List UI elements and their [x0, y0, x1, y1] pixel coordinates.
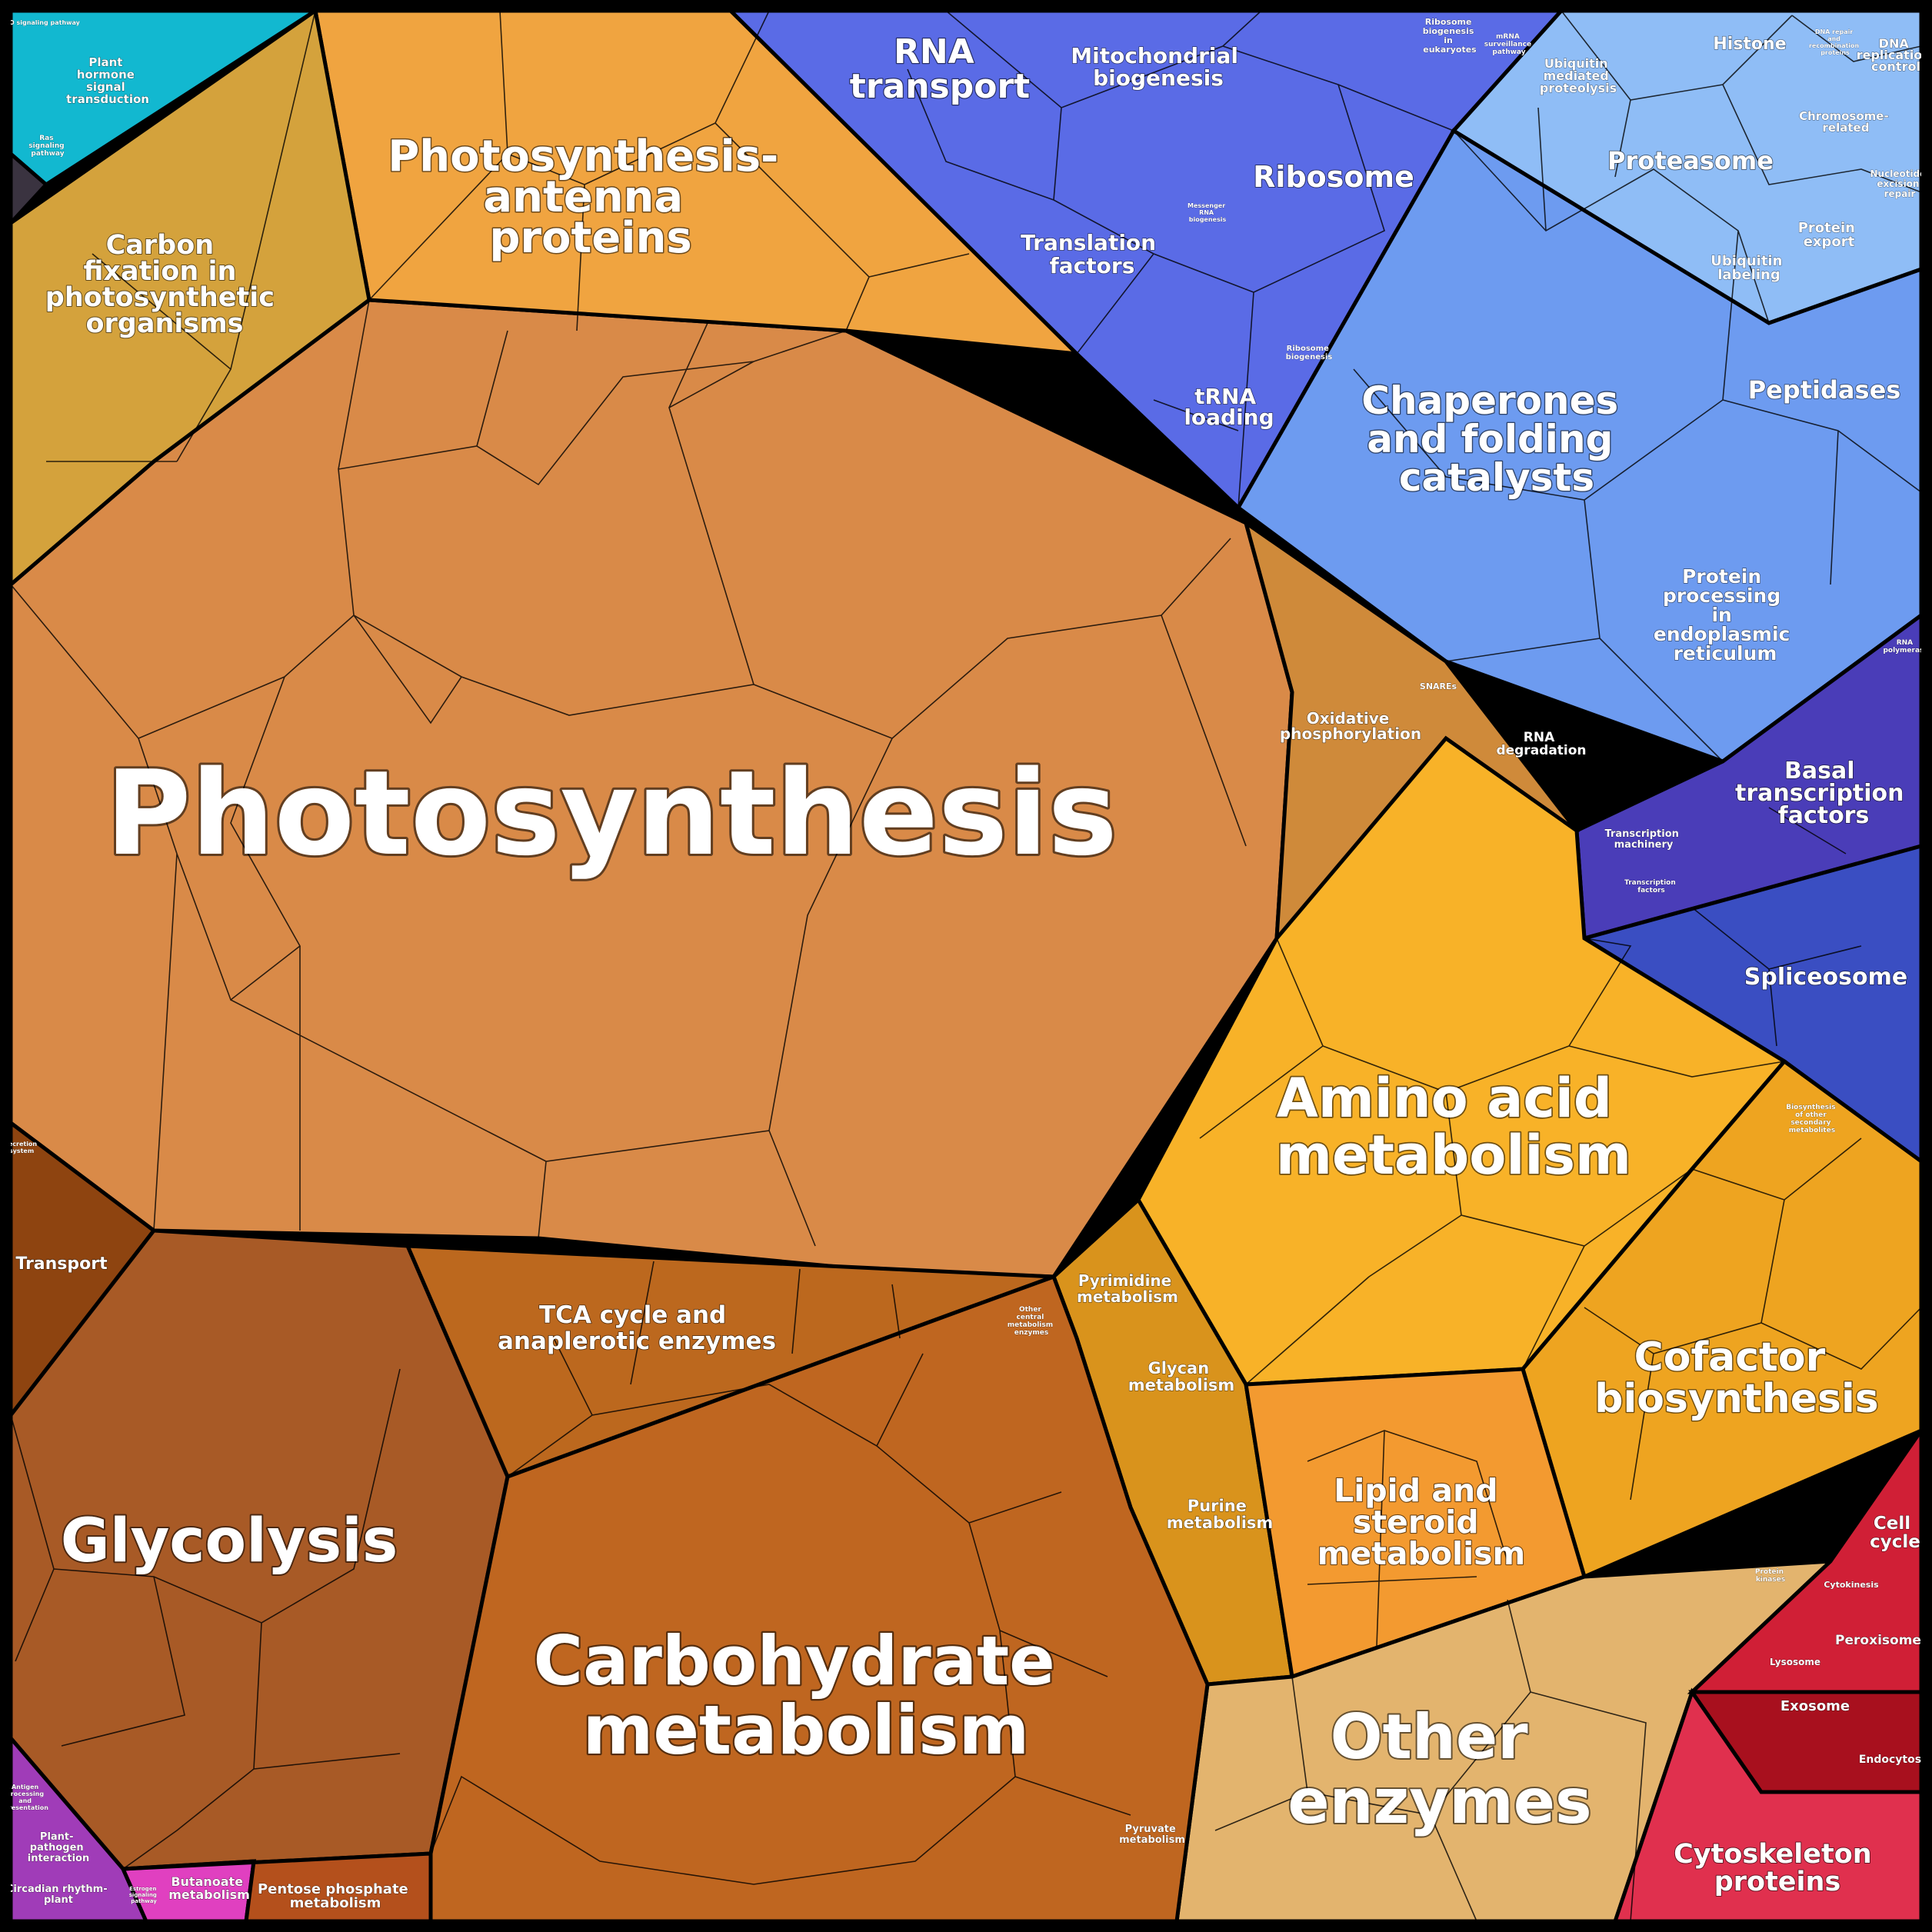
label-translation-factors: Translation factors	[1021, 230, 1164, 278]
label-foxo: FoxO signaling pathway	[0, 19, 81, 26]
label-cytoskeleton: Cytoskeleton proteins	[1674, 1839, 1881, 1897]
label-rna-transport: RNA transport	[850, 32, 1030, 106]
label-glycan: Glycan metabolism	[1128, 1359, 1235, 1394]
label-oxidative: Oxidative phosphorylation	[1280, 709, 1421, 743]
label-pyruvate: Pyruvate metabolism	[1119, 1824, 1185, 1846]
label-lipid: Lipid and steroid metabolism	[1317, 1472, 1526, 1572]
label-other-enzymes: Other enzymes	[1287, 1701, 1591, 1837]
label-ubiquitin-labeling: Ubiquitin labeling	[1710, 253, 1787, 283]
label-rna-polymerase: RNA polymerase	[1883, 639, 1928, 655]
label-messenger-rna-biogenesis: Messenger RNA biogenesis	[1188, 202, 1227, 223]
label-chaperones: Chaperones and folding catalysts	[1361, 378, 1631, 500]
label-amino-acid: Amino acid metabolism	[1276, 1067, 1631, 1187]
label-transcription-machinery: Transcription machinery	[1605, 828, 1683, 851]
label-histone: Histone	[1713, 35, 1786, 54]
label-protein-er: Protein processing in endoplasmic reticu…	[1654, 565, 1797, 665]
inner-cells	[10, 10, 1922, 1922]
label-pentose: Pentose phosphate metabolism	[258, 1881, 413, 1911]
label-lysosome: Lysosome	[1770, 1657, 1820, 1667]
label-proteasome: Proteasome	[1607, 146, 1774, 175]
label-photosynthesis: Photosynthesis	[105, 745, 1118, 881]
label-plant-pathogen: Plant- pathogen interaction	[28, 1831, 90, 1864]
label-basal-tf: Basal transcription factors	[1735, 758, 1912, 829]
label-dna-replication: DNA replication control	[1857, 36, 1932, 74]
label-butanoate: Butanoate metabolism	[168, 1874, 250, 1902]
label-dna-repair-recomb: DNA repair and recombination proteins	[1809, 28, 1861, 56]
label-circadian: Circadian rhythm- plant	[6, 1884, 111, 1906]
label-chromosome-related: Chromosome- related	[1799, 109, 1893, 135]
label-protein-export: Protein export	[1798, 220, 1860, 250]
label-ribosome-biogenesis-small: Ribosome biogenesis	[1286, 345, 1333, 361]
label-mrna-surveillance: mRNA surveillance pathway	[1484, 33, 1534, 56]
label-ubiquitin-proteolysis: Ubiquitin mediated proteolysis	[1540, 56, 1617, 95]
label-biosynthesis-secondary: Biosynthesis of other secondary metaboli…	[1786, 1104, 1838, 1134]
label-snares: SNAREs	[1420, 681, 1457, 691]
label-secretion-system: Secretion system	[4, 1141, 39, 1154]
label-purine: Purine metabolism	[1167, 1497, 1274, 1532]
label-carbon-fixation: Carbon fixation in photosynthetic organi…	[45, 230, 284, 339]
label-transcription-factors: Transcription factors	[1624, 879, 1678, 894]
label-ribosome-biogenesis: Ribosome biogenesis in eukaryotes	[1423, 17, 1477, 55]
group-regions	[8, 7, 1924, 1924]
label-cell-cycle: Cell cycle	[1870, 1514, 1920, 1552]
label-cytokinesis: Cytokinesis	[1824, 1580, 1879, 1590]
label-other-central: Other central metabolism enzymes	[1008, 1306, 1056, 1337]
label-pyrimidine: Pyrimidine metabolism	[1077, 1271, 1178, 1306]
label-carbohydrate: Carbohydrate metabolism	[534, 1621, 1079, 1770]
label-peptidases: Peptidases	[1748, 375, 1901, 405]
label-antigen: Antigen processing and presentation	[4, 1784, 48, 1811]
label-mito-biogenesis: Mitochondrial biogenesis	[1071, 43, 1245, 91]
label-ras-signaling: Ras signaling pathway	[28, 135, 67, 158]
label-spliceosome: Spliceosome	[1744, 964, 1907, 991]
label-glycolysis: Glycolysis	[61, 1507, 398, 1576]
label-trna-loading: tRNA loading	[1184, 384, 1274, 430]
labels: Photosynthesis Photosynthesis- antenna p…	[0, 17, 1932, 1912]
label-peroxisome: Peroxisome	[1835, 1633, 1921, 1648]
label-estrogen: Estrogen signaling pathway	[129, 1886, 159, 1904]
label-ribosome: Ribosome	[1253, 160, 1414, 194]
label-protein-kinases: Protein kinases	[1755, 1568, 1786, 1584]
label-cofactor: Cofactor biosynthesis	[1594, 1334, 1879, 1422]
label-antenna: Photosynthesis- antenna proteins	[388, 132, 794, 263]
label-endocytosis: Endocytosis	[1859, 1754, 1931, 1766]
label-nucleotide-excision: Nucleotide excision repair	[1870, 168, 1930, 199]
label-transport: Transport	[15, 1254, 108, 1274]
label-rna-degradation: RNA degradation	[1496, 730, 1586, 758]
label-tca: TCA cycle and anaplerotic enzymes	[498, 1301, 776, 1355]
label-plant-hormone: Plant hormone signal transduction	[66, 55, 149, 106]
label-exosome: Exosome	[1780, 1698, 1850, 1714]
